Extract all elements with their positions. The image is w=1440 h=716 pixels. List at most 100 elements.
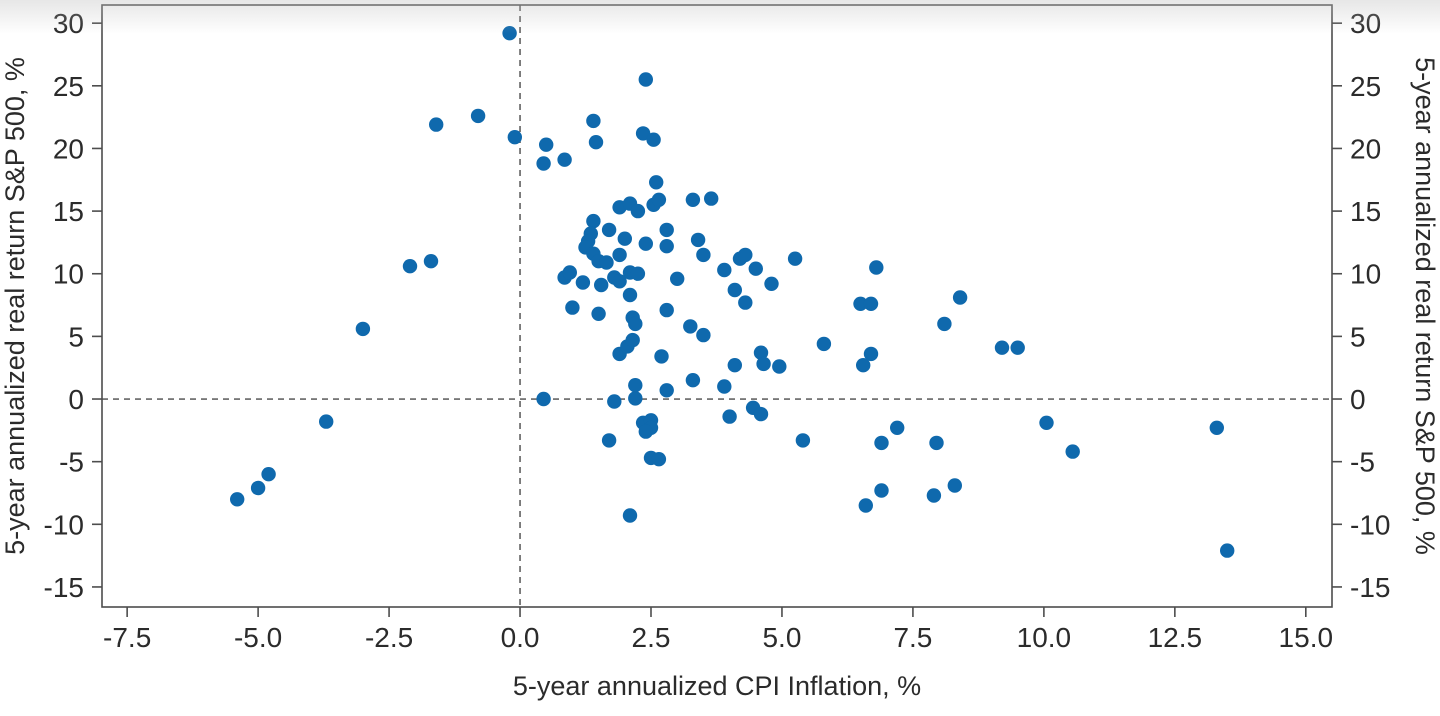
data-point: [1220, 543, 1235, 558]
data-point: [638, 236, 653, 251]
y-axis-title-left: 5-year annualized real return S&P 500, %: [0, 57, 30, 555]
x-tick-label: 15.0: [1279, 622, 1334, 653]
x-tick-label: -2.5: [365, 622, 413, 653]
data-point: [890, 420, 905, 435]
data-point: [816, 336, 832, 352]
y-tick-label-right: -5: [1350, 447, 1375, 478]
data-point: [651, 192, 667, 207]
x-tick-label: 0.0: [501, 622, 540, 653]
data-point: [772, 359, 787, 374]
data-point: [683, 319, 698, 334]
data-point: [628, 316, 643, 332]
x-tick-label: 2.5: [632, 622, 671, 653]
data-point: [717, 379, 732, 394]
data-point: [536, 391, 551, 407]
data-point: [355, 321, 371, 337]
y-tick-label-left: 15: [53, 196, 84, 227]
y-tick-label-right: 15: [1350, 196, 1381, 227]
x-tick-label: 12.5: [1148, 622, 1203, 653]
x-tick-label: -5.0: [234, 622, 282, 653]
data-point: [690, 232, 706, 248]
x-tick-label: 10.0: [1017, 622, 1072, 653]
data-point: [651, 452, 667, 467]
data-point: [649, 175, 664, 190]
data-point: [685, 192, 701, 207]
data-point: [588, 135, 604, 150]
data-point: [536, 156, 551, 171]
data-point: [502, 26, 517, 41]
data-point: [853, 296, 868, 311]
y-tick-label-left: 30: [53, 8, 84, 39]
data-point: [622, 508, 638, 523]
plot-border: [101, 4, 1333, 608]
data-point: [594, 277, 609, 293]
data-point: [654, 349, 669, 364]
data-point: [402, 259, 418, 274]
data-point: [704, 191, 719, 206]
y-tick-label-right: 5: [1350, 321, 1366, 352]
data-point: [628, 391, 643, 406]
data-point: [599, 255, 614, 270]
data-point: [929, 435, 944, 451]
data-point: [1010, 340, 1025, 355]
data-point: [787, 251, 803, 266]
data-point: [622, 287, 638, 303]
data-point: [937, 316, 952, 332]
data-point: [612, 274, 627, 289]
data-point: [1039, 415, 1054, 430]
data-point: [764, 276, 779, 291]
y-tick-label-left: -5: [59, 447, 84, 478]
y-axis-title-right: 5-year annualized real return S&P 500, %: [1410, 57, 1440, 555]
data-point: [717, 262, 732, 278]
data-point: [748, 261, 763, 276]
y-tick-label-left: 25: [53, 71, 84, 102]
data-point: [722, 409, 737, 424]
data-point: [874, 483, 889, 498]
data-point: [858, 498, 873, 513]
data-point: [756, 356, 771, 372]
y-tick-label-right: -10: [1350, 509, 1390, 540]
data-point: [470, 108, 486, 124]
data-point: [659, 302, 674, 318]
data-point: [670, 271, 685, 286]
data-point: [738, 295, 753, 310]
data-point: [1065, 444, 1080, 459]
data-point: [926, 488, 942, 503]
data-point: [659, 239, 674, 254]
data-point: [507, 130, 522, 145]
data-point: [635, 126, 651, 141]
y-tick-label-right: 0: [1350, 384, 1366, 415]
data-point: [638, 72, 653, 87]
data-point: [607, 394, 622, 409]
x-axis-title: 5-year annualized CPI Inflation, %: [513, 671, 921, 701]
data-point: [630, 203, 646, 219]
y-tick-label-right: -15: [1350, 572, 1390, 603]
data-point: [586, 213, 601, 229]
y-tick-label-right: 20: [1350, 133, 1381, 164]
data-point: [565, 300, 580, 315]
data-point: [429, 117, 444, 132]
data-point: [423, 254, 439, 269]
data-point: [869, 260, 884, 275]
data-point: [795, 433, 811, 448]
data-point: [591, 306, 606, 321]
data-point: [575, 275, 591, 290]
x-tick-label: 7.5: [893, 622, 932, 653]
data-point: [1209, 420, 1225, 435]
x-tick-label: -7.5: [103, 622, 151, 653]
data-point: [696, 327, 711, 343]
data-point: [261, 467, 276, 482]
y-tick-label-right: 30: [1350, 8, 1381, 39]
y-tick-label-left: 0: [68, 384, 84, 415]
data-point: [659, 222, 674, 238]
data-point: [630, 266, 646, 281]
data-point: [856, 358, 871, 373]
data-point: [952, 290, 968, 305]
y-tick-label-left: 10: [53, 259, 84, 290]
data-point: [727, 282, 742, 298]
y-tick-label-left: 20: [53, 133, 84, 164]
y-tick-label-left: -10: [44, 509, 84, 540]
data-point: [994, 340, 1010, 355]
data-point: [696, 247, 711, 263]
